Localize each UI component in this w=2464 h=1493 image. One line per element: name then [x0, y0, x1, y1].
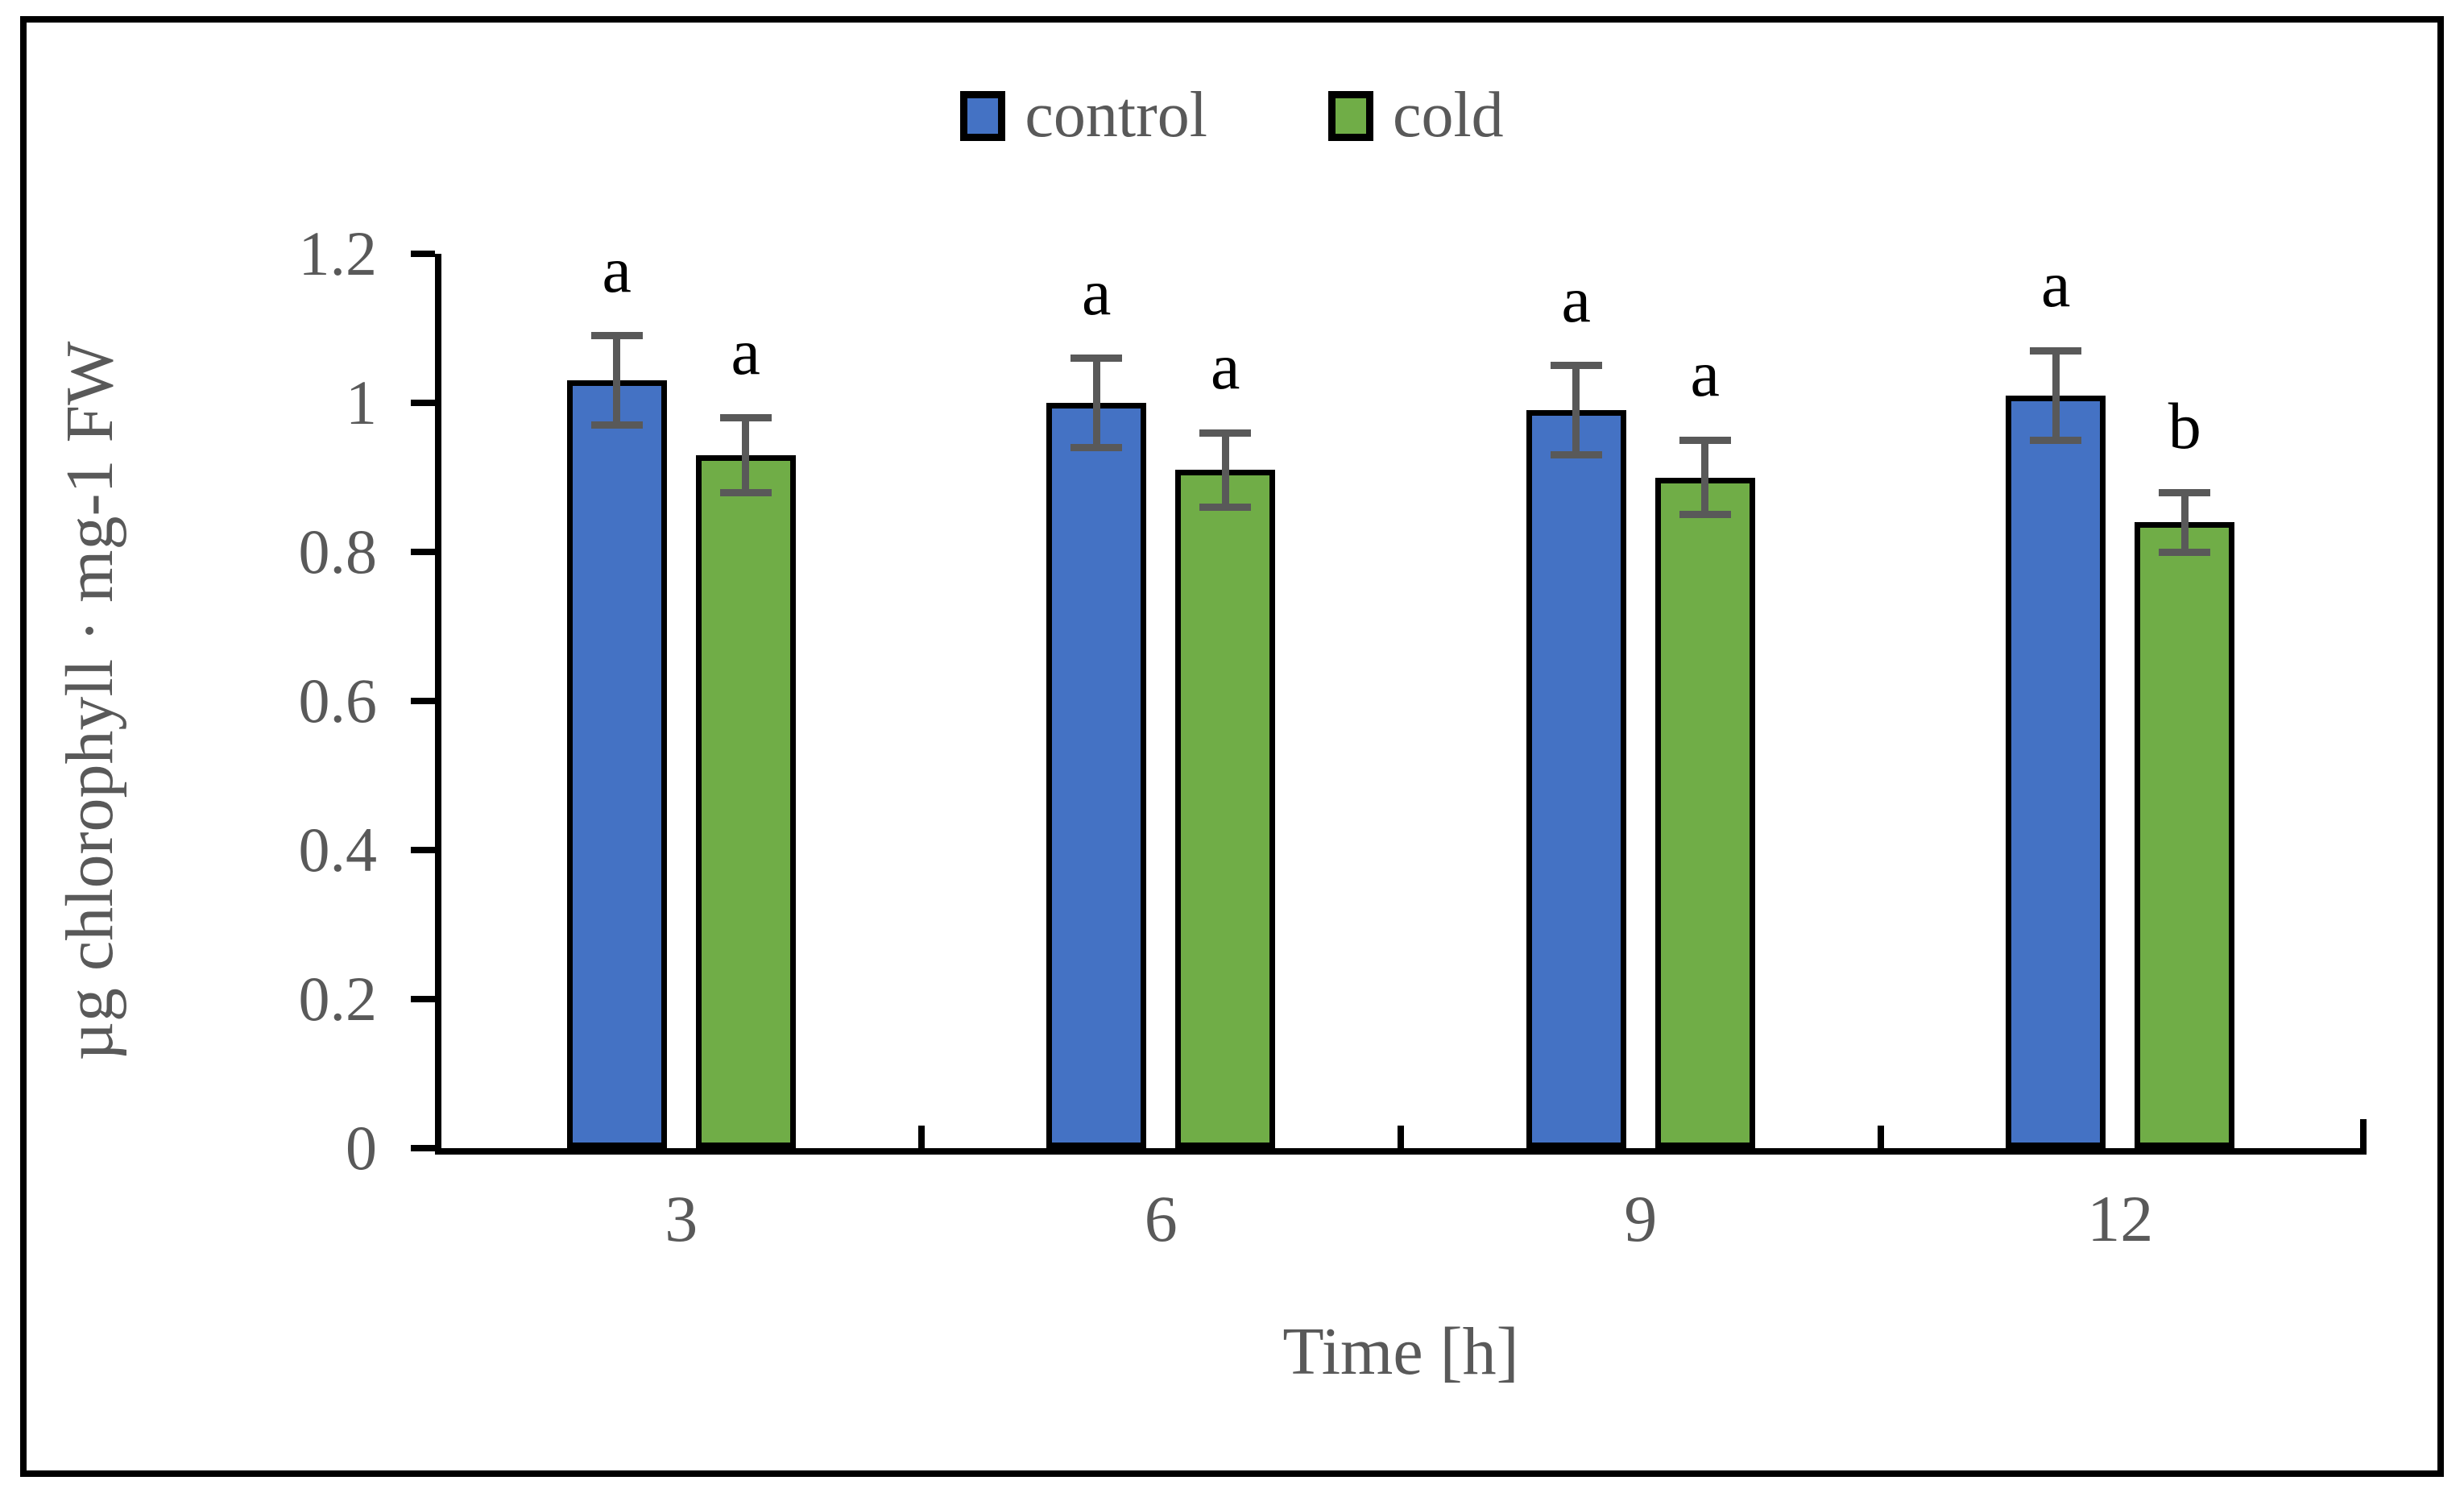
legend-swatch-cold [1327, 90, 1373, 141]
bar-cold-3h [695, 454, 796, 1148]
error-bar-cap-bottom [2159, 548, 2211, 556]
x-tick [1398, 1126, 1404, 1148]
legend-item-cold: cold [1327, 79, 1504, 152]
error-bar-cap-top [2030, 346, 2082, 355]
y-tick [411, 698, 435, 704]
legend: control cold [0, 79, 2464, 152]
x-axis-title: Time [h] [1282, 1314, 1519, 1389]
significance-letter: a [1082, 255, 1112, 329]
y-tick [411, 549, 435, 555]
error-bar-line [1221, 433, 1229, 508]
legend-item-control: control [960, 79, 1207, 152]
y-tick [411, 1145, 435, 1151]
error-bar-cap-top [2159, 488, 2211, 496]
error-bar-cap-top [1550, 362, 1602, 370]
error-bar-cap-bottom [590, 421, 643, 429]
x-axis-end-tick [2360, 1119, 2367, 1148]
error-bar-line [2180, 492, 2189, 552]
y-axis-line [435, 254, 441, 1155]
y-tick [411, 400, 435, 406]
error-bar-cap-top [719, 414, 772, 421]
x-tick-label: 3 [665, 1182, 698, 1255]
bar-cold-6h [1175, 470, 1276, 1148]
y-tick-label: 0.8 [298, 516, 378, 587]
error-bar-line [1092, 358, 1100, 448]
y-tick-label: 0 [346, 1113, 377, 1183]
significance-letter: a [602, 232, 632, 306]
error-bar-cap-bottom [719, 488, 772, 496]
bar-control-9h [1526, 410, 1626, 1148]
x-tick-label: 12 [2087, 1182, 2154, 1255]
y-tick-label: 1 [346, 367, 377, 438]
error-bar-cap-bottom [1199, 504, 1252, 511]
y-tick [411, 996, 435, 1002]
significance-letter: a [1211, 330, 1240, 403]
y-tick-label: 0.6 [298, 666, 378, 736]
error-bar-line [742, 417, 750, 492]
error-bar-cap-top [1199, 429, 1252, 437]
bar-control-6h [1046, 403, 1147, 1148]
bar-cold-12h [2135, 522, 2235, 1148]
error-bar-cap-bottom [2030, 436, 2082, 444]
x-axis-line [435, 1148, 2367, 1155]
legend-swatch-control [960, 90, 1006, 141]
y-axis-title: µg chlorophyll · mg-1 FW [52, 341, 127, 1061]
y-tick [411, 847, 435, 853]
x-tick [917, 1126, 925, 1148]
error-bar-cap-bottom [1550, 451, 1602, 459]
legend-label-control: control [1025, 80, 1207, 151]
error-bar-cap-top [1070, 355, 1123, 362]
y-tick-label: 1.2 [298, 218, 378, 288]
significance-letter: a [2041, 247, 2071, 321]
x-tick [1877, 1126, 1884, 1148]
x-tick-label: 6 [1144, 1182, 1178, 1255]
error-bar-line [1701, 440, 1709, 515]
error-bar-line [2052, 350, 2060, 441]
error-bar-cap-top [1679, 436, 1731, 444]
bar-cold-9h [1654, 477, 1755, 1148]
y-tick-label: 0.2 [298, 964, 378, 1034]
error-bar-line [613, 335, 621, 425]
error-bar-cap-top [590, 332, 643, 340]
figure-border [20, 16, 2444, 1477]
significance-letter: a [1690, 337, 1720, 411]
significance-letter: a [731, 314, 760, 388]
error-bar-cap-bottom [1070, 444, 1123, 451]
error-bar-line [1572, 365, 1580, 455]
significance-letter: a [1561, 262, 1591, 336]
error-bar-cap-bottom [1679, 511, 1731, 519]
x-tick-label: 9 [1624, 1182, 1658, 1255]
bar-control-3h [566, 380, 667, 1148]
y-tick [411, 251, 435, 257]
y-tick-label: 0.4 [298, 815, 378, 885]
significance-letter: b [2168, 389, 2201, 462]
bar-control-12h [2006, 395, 2106, 1148]
legend-label-cold: cold [1392, 80, 1504, 151]
